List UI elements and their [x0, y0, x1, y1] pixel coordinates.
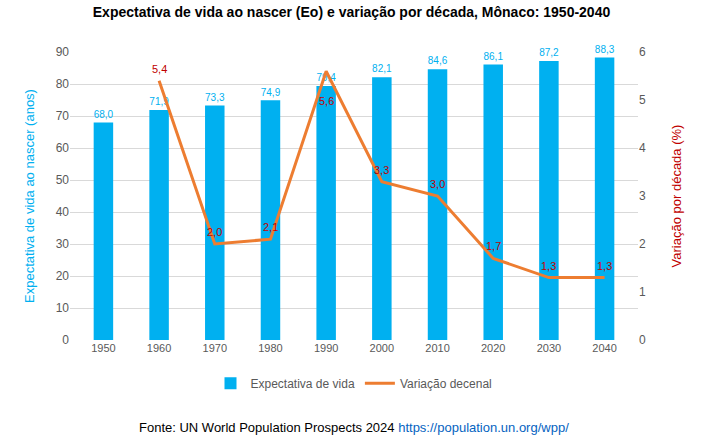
svg-text:82,1: 82,1 — [372, 63, 392, 74]
svg-text:80: 80 — [56, 77, 70, 91]
svg-text:1960: 1960 — [147, 342, 171, 354]
svg-text:1970: 1970 — [203, 342, 227, 354]
svg-text:1980: 1980 — [258, 342, 282, 354]
svg-text:Expectativa de vida ao nascer: Expectativa de vida ao nascer (Eo) e var… — [93, 4, 611, 20]
svg-text:10: 10 — [56, 301, 70, 315]
svg-text:2030: 2030 — [537, 342, 561, 354]
svg-text:2,1: 2,1 — [263, 221, 278, 233]
svg-text:Expectativa de vida: Expectativa de vida — [251, 377, 355, 391]
svg-text:6: 6 — [639, 45, 646, 59]
svg-text:68,0: 68,0 — [94, 109, 114, 120]
svg-text:1: 1 — [639, 285, 646, 299]
svg-text:5: 5 — [639, 93, 646, 107]
svg-text:Expectativa de vida ao nascer: Expectativa de vida ao nascer (anos) — [22, 89, 37, 303]
svg-text:5,6: 5,6 — [319, 95, 334, 107]
svg-text:0: 0 — [639, 333, 646, 347]
svg-text:5,4: 5,4 — [152, 63, 167, 75]
svg-text:2010: 2010 — [425, 342, 449, 354]
svg-text:84,6: 84,6 — [428, 55, 448, 66]
svg-text:1990: 1990 — [314, 342, 338, 354]
svg-text:2020: 2020 — [481, 342, 505, 354]
svg-text:2000: 2000 — [370, 342, 394, 354]
svg-text:79,4: 79,4 — [316, 72, 336, 83]
svg-text:70: 70 — [56, 109, 70, 123]
svg-text:3,3: 3,3 — [374, 164, 389, 176]
svg-text:86,1: 86,1 — [483, 51, 503, 62]
svg-text:1950: 1950 — [91, 342, 115, 354]
svg-text:Variação decenal: Variação decenal — [400, 377, 492, 391]
svg-text:2: 2 — [639, 237, 646, 251]
svg-text:90: 90 — [56, 45, 70, 59]
svg-text:Variação por década (%): Variação por década (%) — [669, 125, 684, 268]
svg-text:1,3: 1,3 — [597, 260, 612, 272]
svg-text:88,3: 88,3 — [595, 44, 615, 55]
svg-text:1,7: 1,7 — [486, 240, 501, 252]
svg-text:50: 50 — [56, 173, 70, 187]
svg-text:20: 20 — [56, 269, 70, 283]
svg-text:3,0: 3,0 — [430, 178, 445, 190]
svg-text:Fonte: UN World Population Pro: Fonte: UN World Population Prospects 202… — [139, 420, 569, 435]
svg-text:87,2: 87,2 — [539, 47, 559, 58]
svg-text:73,3: 73,3 — [205, 92, 225, 103]
svg-text:0: 0 — [62, 333, 69, 347]
svg-text:71,9: 71,9 — [149, 96, 169, 107]
svg-text:3: 3 — [639, 189, 646, 203]
svg-text:1,3: 1,3 — [541, 260, 556, 272]
svg-text:2,0: 2,0 — [207, 226, 222, 238]
svg-text:30: 30 — [56, 237, 70, 251]
svg-text:4: 4 — [639, 141, 646, 155]
svg-text:2040: 2040 — [592, 342, 616, 354]
svg-text:74,9: 74,9 — [261, 87, 281, 98]
svg-text:40: 40 — [56, 205, 70, 219]
svg-text:60: 60 — [56, 141, 70, 155]
